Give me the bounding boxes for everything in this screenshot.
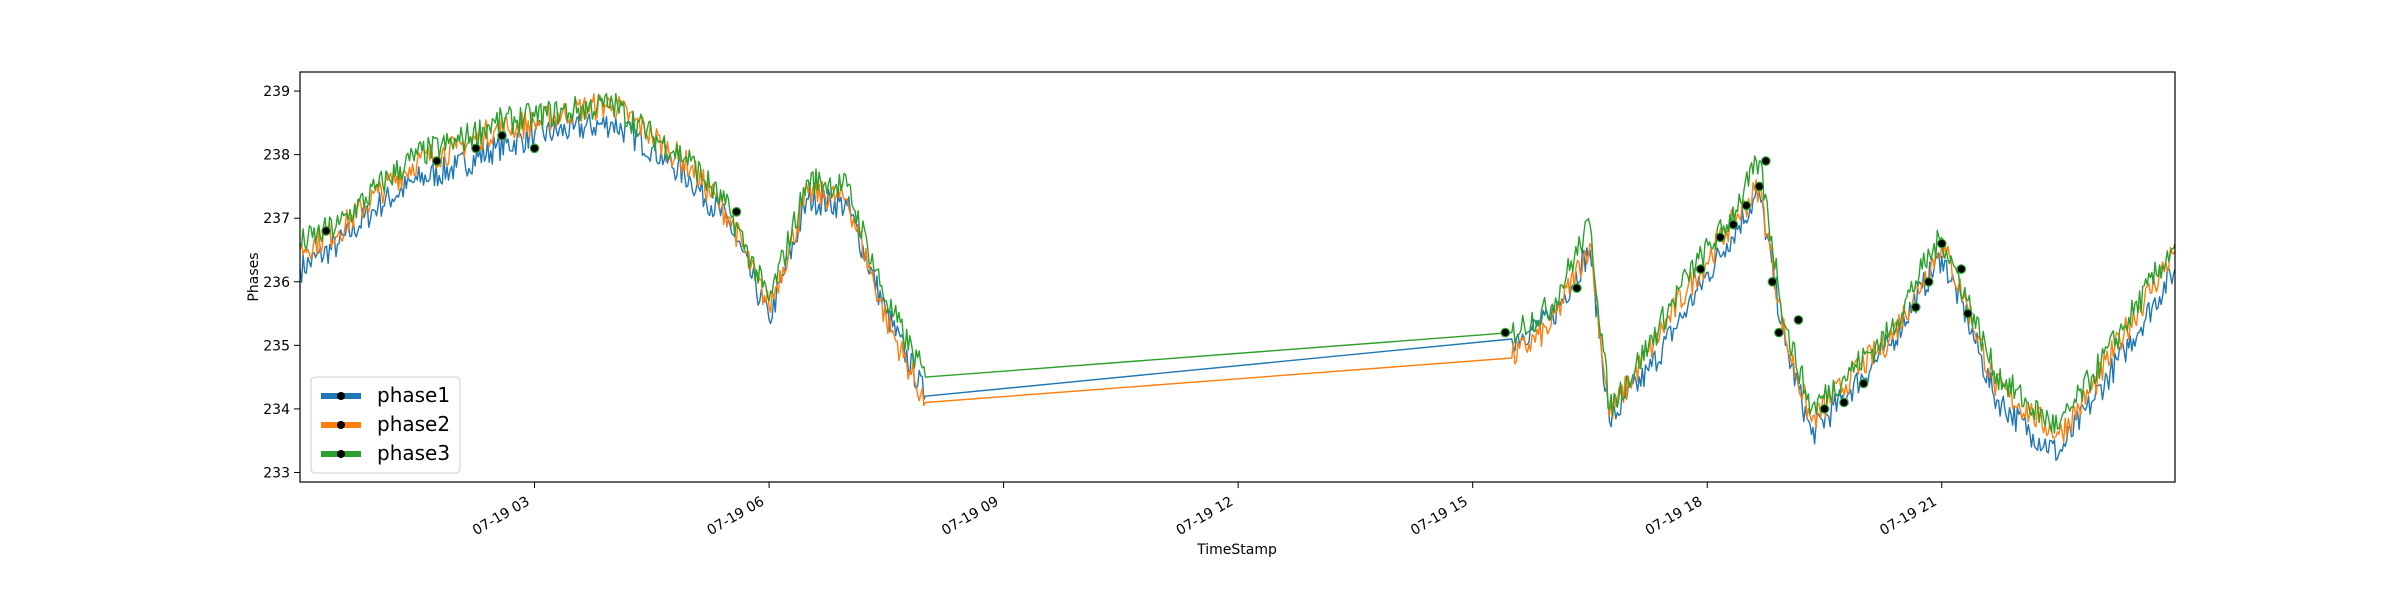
x-axis-label: TimeStamp [1196,542,1277,558]
plot-area-background [300,72,2175,482]
legend-label-phase1: phase1 [377,383,450,407]
x-tick-label: 07-19 15 [1408,494,1471,539]
data-marker [1819,404,1830,414]
series-layer [299,92,2176,461]
data-marker [1761,156,1771,166]
y-tick-label: 233 [263,465,290,481]
data-marker [1774,327,1784,338]
data-marker [321,226,331,236]
data-marker [1839,397,1849,408]
data-marker [1923,276,1934,287]
legend-label-phase2: phase2 [377,412,450,436]
x-tick-label: 07-19 21 [1877,494,1940,539]
data-marker [1754,181,1765,192]
y-tick-label: 234 [263,402,290,418]
x-tick-label: 07-19 03 [470,494,533,539]
plot-frame [299,71,2176,483]
x-tick-label: 07-19 12 [1174,494,1237,539]
data-marker [1937,238,1947,249]
y-tick-label: 235 [263,338,290,354]
legend-marker-phase1 [337,392,345,400]
y-tick-label: 239 [263,84,290,100]
data-marker [1500,327,1511,338]
data-marker [1741,200,1752,211]
x-axis-ticks: 07-19 03 07-19 06 07-19 09 07-19 12 07-19 15… [470,482,1943,539]
y-tick-label: 236 [263,275,290,291]
data-marker [731,207,742,217]
marker-layer [321,130,1973,414]
data-marker [1793,315,1804,325]
data-marker [471,143,481,154]
data-marker [1715,232,1726,243]
data-marker [1963,308,1973,319]
y-tick-label: 237 [263,211,290,227]
data-marker [1728,219,1739,230]
legend-label-phase3: phase3 [377,441,450,465]
data-marker [1695,264,1706,274]
legend-entry-phase3: phase3 [321,441,450,465]
legend-box [310,376,461,474]
data-marker [431,156,442,166]
x-tick-label: 07-19 18 [1643,494,1706,539]
series-line-phase3 [299,92,2176,434]
data-marker [529,143,540,154]
data-marker [1858,378,1869,389]
legend: phase1 phase2 phase3 [310,376,461,474]
y-axis-label: Phases [246,252,262,301]
data-marker [1956,264,1967,274]
y-tick-label: 238 [263,148,290,164]
legend-marker-phase2 [337,421,345,429]
x-tick-label: 07-19 09 [939,494,1002,539]
x-tick-label: 07-19 06 [705,494,768,539]
data-marker [1910,302,1921,312]
legend-entry-phase2: phase2 [321,412,450,436]
data-marker [1767,276,1778,287]
y-axis-ticks: 233 234 235 236 237 238 239 [263,84,300,481]
legend-marker-phase3 [337,450,345,458]
legend-entry-phase1: phase1 [321,383,450,407]
data-marker [1572,283,1582,293]
data-marker [497,130,507,141]
